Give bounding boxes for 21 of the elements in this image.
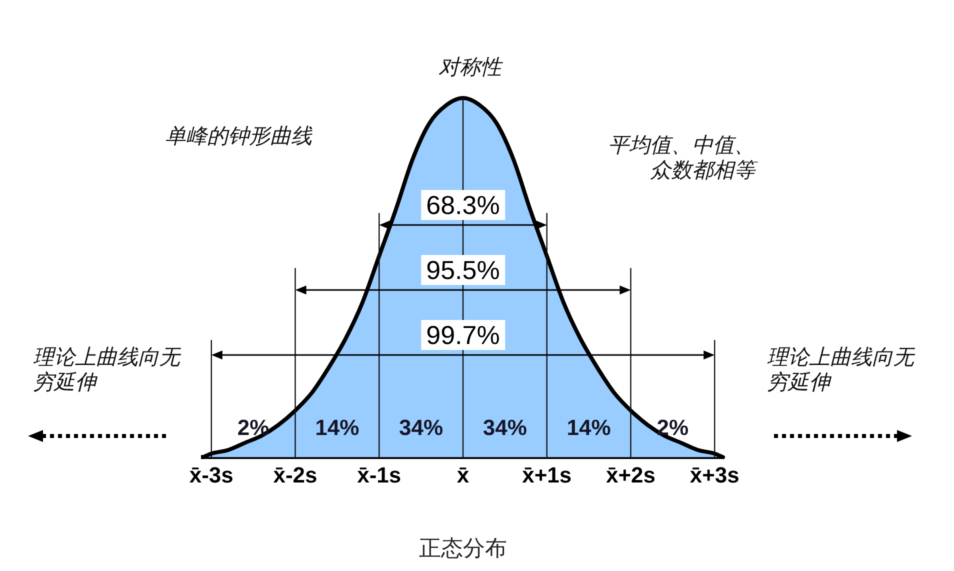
x-tick-label: x̄+1s (522, 462, 572, 488)
annotation: 34% (399, 415, 444, 441)
x-tick-label: x̄-3s (189, 462, 234, 488)
annotation: 95.5% (421, 255, 505, 285)
text: 正态分布 (419, 536, 507, 562)
x-tick-label: x̄+3s (690, 462, 740, 488)
annotation: 68.3% (421, 190, 505, 220)
annotation: 单峰的钟形曲线 (165, 124, 314, 149)
text: 理论上曲线向无穷延伸 (767, 345, 916, 395)
x-tick-label: x̄ (456, 462, 470, 488)
x-tick-label: x̄+2s (606, 462, 656, 488)
annotation: 14% (566, 415, 611, 441)
text: 理论上曲线向无穷延伸 (33, 345, 182, 395)
annotation: 34% (482, 415, 527, 441)
text: 对称性 (438, 55, 504, 80)
annotation: 2% (656, 415, 689, 441)
annotation: 14% (315, 415, 360, 441)
annotation: 2% (237, 415, 270, 441)
x-tick-label: x̄-1s (357, 462, 402, 488)
annotation: 99.7% (421, 320, 505, 350)
x-tick-label: x̄-2s (273, 462, 318, 488)
